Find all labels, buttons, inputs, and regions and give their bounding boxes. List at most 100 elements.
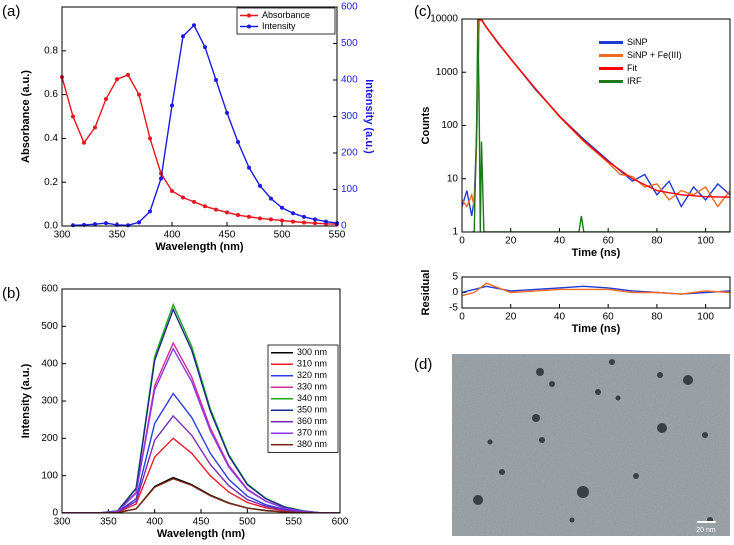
- legend-label: SiNP + Fe(III): [627, 50, 682, 60]
- point: [181, 34, 185, 39]
- y-tick-label: 0.8: [44, 45, 58, 56]
- x-tick-label: 550: [285, 517, 302, 528]
- x-tick-label: 80: [651, 236, 663, 247]
- x-tick-label: 20: [505, 236, 517, 247]
- x-tick-label: 20: [505, 312, 517, 323]
- point: [269, 196, 273, 201]
- y2-tick-label: 600: [341, 2, 358, 13]
- y-tick-label: 0.6: [44, 89, 58, 100]
- point: [170, 188, 174, 193]
- point: [258, 216, 262, 221]
- x-tick-label: 0: [459, 236, 465, 247]
- point: [93, 222, 97, 227]
- y-axis-label: Residual: [420, 270, 432, 316]
- x-tick-label: 300: [54, 517, 71, 528]
- point: [258, 183, 262, 188]
- chart: 300 350 400 450 500 550 0.0 0.2 0.4 0.6 0.8 0 100 200…: [20, 2, 375, 253]
- point: [192, 23, 196, 28]
- point: [126, 223, 130, 228]
- y-tick-label: 200: [41, 433, 58, 444]
- x-tick-label: 400: [146, 517, 163, 528]
- x-axis-label: Wavelength (nm): [157, 528, 246, 540]
- x-axis-label: Time (ns): [572, 247, 621, 259]
- point: [181, 195, 185, 200]
- point: [269, 217, 273, 222]
- x-tick-label: 450: [193, 517, 210, 528]
- x-axis-label: Wavelength (nm): [155, 241, 244, 253]
- legend-box: [236, 7, 336, 35]
- point: [137, 92, 141, 97]
- y2-tick-label: 400: [341, 75, 358, 86]
- point: [148, 136, 152, 141]
- legend-label: 320 nm: [297, 370, 327, 380]
- point: [203, 204, 207, 209]
- x-tick-label: 450: [219, 230, 236, 241]
- point: [225, 210, 229, 215]
- x-tick-label: 400: [164, 230, 181, 241]
- y-axis-label: Intensity (a.u.): [20, 363, 32, 438]
- point: [291, 211, 295, 216]
- point: [214, 207, 218, 212]
- x-tick-label: 40: [554, 312, 566, 323]
- y2-tick-label: 0: [341, 221, 347, 232]
- point: [302, 220, 306, 225]
- x-tick-label: 350: [109, 230, 126, 241]
- legend-label: 370 nm: [297, 428, 327, 438]
- y-axis-label: Absorbance (a.u.): [20, 70, 32, 163]
- legend-label: Fit: [627, 63, 637, 73]
- legend-label: 350 nm: [297, 405, 327, 415]
- x-tick-label: 0: [459, 312, 465, 323]
- x-tick-label: 600: [332, 517, 349, 528]
- point: [159, 176, 163, 181]
- point: [93, 125, 97, 130]
- point: [324, 219, 328, 224]
- x-tick-label: 300: [54, 230, 71, 241]
- plot-frame: [461, 18, 731, 233]
- legend-marker: [247, 13, 251, 18]
- x-axis-label: Time (ns): [572, 323, 621, 335]
- x-tick-label: 100: [697, 312, 714, 323]
- y-tick-label: 400: [41, 358, 58, 369]
- y2-axis-label: Intensity (a.u.): [363, 79, 375, 154]
- x-tick-label: 500: [239, 517, 256, 528]
- series-line: [471, 19, 730, 232]
- point: [313, 221, 317, 226]
- point: [313, 217, 317, 222]
- point: [214, 78, 218, 82]
- y-tick-label: 100: [441, 120, 458, 131]
- x-tick-label: 60: [603, 236, 615, 247]
- y-tick-label: 5: [452, 272, 458, 283]
- x-tick-label: 350: [100, 517, 117, 528]
- point: [82, 140, 86, 145]
- x-tick-label: 60: [603, 312, 615, 323]
- plot-frame: [61, 6, 338, 227]
- y-tick-label: 0: [52, 508, 58, 519]
- point: [104, 221, 108, 226]
- series-line: [477, 19, 730, 198]
- legend-label: 300 nm: [297, 347, 327, 357]
- series-line: [72, 24, 337, 226]
- y2-tick-label: 200: [341, 148, 358, 159]
- tem-image: 20 nm: [452, 354, 730, 536]
- y-tick-label: 100: [41, 470, 58, 481]
- point: [280, 205, 284, 210]
- y2-tick-label: 300: [341, 111, 358, 122]
- legend-label: Intensity: [262, 21, 296, 31]
- point: [104, 96, 108, 101]
- point: [247, 165, 251, 170]
- series-line: [462, 282, 730, 297]
- y2-tick-label: 100: [341, 184, 358, 195]
- point: [192, 199, 196, 204]
- legend-label: 330 nm: [297, 382, 327, 392]
- point: [137, 220, 141, 225]
- chart: 0 20 40 60 80 100 1 10 100 1000 10000 Time (ns) Coun…: [420, 14, 731, 259]
- point: [170, 103, 174, 108]
- point: [148, 209, 152, 214]
- x-tick-label: 550: [329, 230, 346, 241]
- legend-label: 380 nm: [297, 439, 327, 449]
- legend-label: SiNP: [627, 37, 648, 47]
- point: [225, 110, 229, 115]
- legend-marker: [247, 24, 251, 29]
- panel-label: (a): [2, 3, 20, 20]
